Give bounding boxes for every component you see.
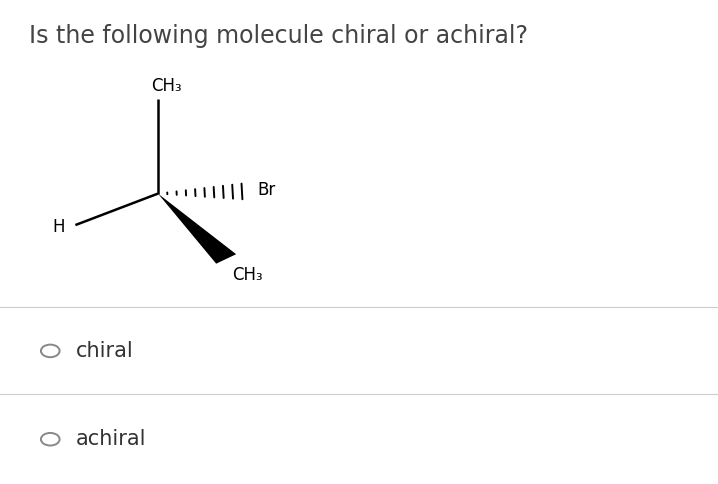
Text: chiral: chiral — [75, 341, 133, 361]
Text: H: H — [52, 218, 65, 237]
Polygon shape — [158, 194, 236, 264]
Text: CH₃: CH₃ — [232, 266, 263, 284]
Text: Is the following molecule chiral or achiral?: Is the following molecule chiral or achi… — [29, 24, 528, 48]
Text: CH₃: CH₃ — [151, 77, 182, 95]
Text: Br: Br — [257, 181, 275, 199]
Text: achiral: achiral — [75, 429, 146, 449]
